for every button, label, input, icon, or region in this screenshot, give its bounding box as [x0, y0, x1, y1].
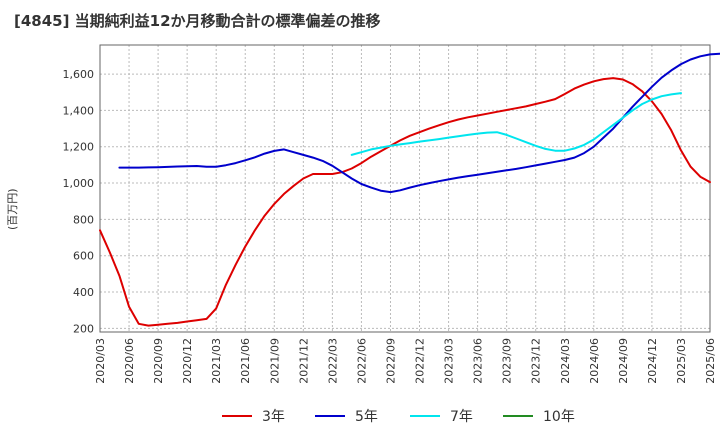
x-tick-label: 2020/03: [94, 338, 107, 384]
x-tick-label: 2021/09: [268, 338, 281, 384]
y-tick-label: 1,200: [63, 141, 95, 154]
x-tick-label: 2021/06: [239, 338, 252, 384]
x-tick-label: 2025/03: [675, 338, 688, 384]
x-tick-label: 2020/09: [152, 338, 165, 384]
x-tick-label: 2022/06: [355, 338, 368, 384]
legend: 3年 5年 7年 10年: [0, 404, 720, 428]
x-tick-label: 2024/12: [646, 338, 659, 384]
x-tick-label: 2023/06: [472, 338, 485, 384]
legend-label-5y: 5年: [355, 409, 378, 425]
x-tick-label: 2021/12: [297, 338, 310, 384]
y-tick-label: 800: [73, 213, 94, 226]
legend-item-5y: 5年: [315, 404, 378, 428]
x-tick-label: 2022/09: [384, 338, 397, 384]
legend-label-7y: 7年: [450, 409, 473, 425]
x-tick-label: 2024/03: [559, 338, 572, 384]
x-tick-label: 2022/12: [414, 338, 427, 384]
x-tick-label: 2020/06: [123, 338, 136, 384]
legend-swatch-3y: [222, 415, 252, 417]
x-tick-label: 2021/03: [210, 338, 223, 384]
y-tick-label: 1,000: [63, 177, 95, 190]
x-tick-label: 2023/12: [530, 338, 543, 384]
x-tick-label: 2025/06: [704, 338, 717, 384]
x-tick-label: 2020/12: [181, 338, 194, 384]
y-tick-label: 400: [73, 286, 94, 299]
legend-label-10y: 10年: [543, 409, 575, 425]
x-tick-label: 2022/03: [326, 338, 339, 384]
y-tick-label: 200: [73, 322, 94, 335]
x-tick-label: 2024/09: [617, 338, 630, 384]
legend-item-3y: 3年: [222, 404, 285, 428]
legend-swatch-10y: [503, 415, 533, 417]
x-tick-label: 2024/06: [588, 338, 601, 384]
chart-title: [4845] 当期純利益12か月移動合計の標準偏差の推移: [14, 12, 381, 30]
y-tick-label: 1,600: [63, 68, 95, 81]
plot-area-border: [99, 44, 711, 333]
y-tick-label: 600: [73, 250, 94, 263]
legend-item-7y: 7年: [410, 404, 473, 428]
series-line-2: [350, 92, 682, 156]
x-tick-label: 2023/03: [443, 338, 456, 384]
legend-swatch-7y: [410, 415, 440, 417]
x-tick-label: 2023/09: [501, 338, 514, 384]
legend-item-10y: 10年: [503, 404, 575, 428]
legend-swatch-5y: [315, 415, 345, 417]
series-line-1: [118, 52, 720, 194]
series-line-0: [99, 77, 711, 327]
legend-label-3y: 3年: [262, 409, 285, 425]
y-tick-label: 1,400: [63, 104, 95, 117]
